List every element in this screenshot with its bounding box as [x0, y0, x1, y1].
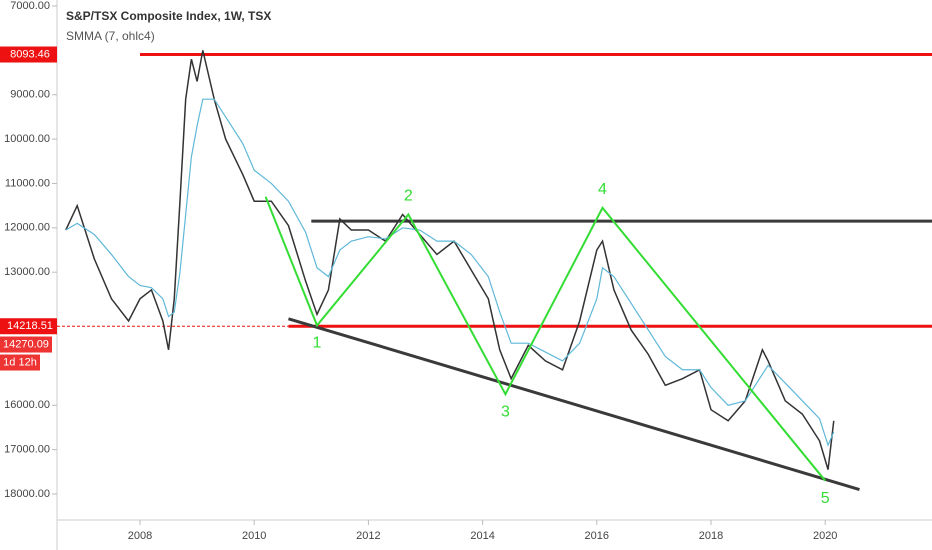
wave-label: 4 — [598, 181, 607, 198]
countdown-label: 1d 12h — [3, 356, 37, 368]
level-label-box — [0, 318, 57, 335]
x-tick-label: 2010 — [242, 530, 266, 542]
y-tick-label: 17000.00 — [4, 444, 50, 456]
wave-label: 3 — [501, 403, 510, 420]
y-tick-label: 16000.00 — [4, 399, 50, 411]
wave-label: 2 — [404, 188, 413, 205]
x-tick-label: 2016 — [585, 530, 609, 542]
price-line — [65, 98, 835, 447]
price-label: 14270.09 — [3, 338, 49, 350]
wave-label: 5 — [821, 490, 830, 507]
y-tick-label: 13000.00 — [4, 266, 50, 278]
wave-label: 1 — [313, 335, 322, 352]
level-label: 14218.51 — [7, 320, 53, 332]
x-tick-label: 2012 — [356, 530, 380, 542]
countdown-box — [0, 354, 40, 371]
chart-subtitle: SMMA (7, ohlc4) — [66, 29, 155, 43]
x-tick-label: 2018 — [699, 530, 723, 542]
trend-line — [288, 317, 860, 492]
price-line — [65, 50, 835, 470]
x-tick-label: 2014 — [470, 530, 494, 542]
x-tick-label: 2008 — [128, 530, 152, 542]
y-tick-label: 9000.00 — [10, 89, 50, 101]
level-label: 8093.46 — [10, 48, 50, 60]
y-tick-label: 12000.00 — [4, 222, 50, 234]
level-label-box — [0, 46, 57, 63]
x-tick-label: 2020 — [813, 530, 837, 542]
chart-title: S&P/TSX Composite Index, 1W, TSX — [66, 9, 271, 23]
wave-line — [264, 196, 826, 482]
y-tick-label: 10000.00 — [4, 133, 50, 145]
price-label-box — [0, 336, 52, 353]
y-tick-label: 7000.00 — [10, 0, 50, 12]
y-tick-label: 11000.00 — [5, 177, 50, 189]
y-tick-label: 18000.00 — [4, 488, 50, 500]
